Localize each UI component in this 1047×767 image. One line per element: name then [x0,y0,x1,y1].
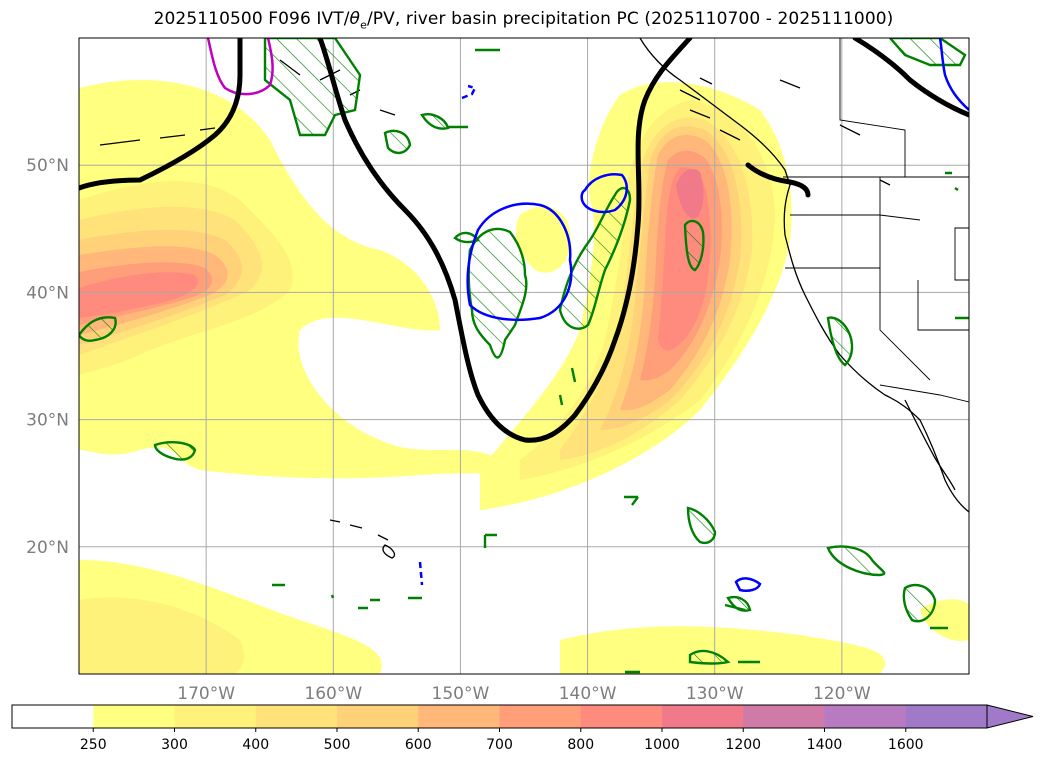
ivt-band-250-f [515,206,571,273]
lat-tick-label: 30°N [26,411,69,431]
pv-contour-west [79,38,243,191]
map-area [79,38,969,674]
map-frame [78,37,970,675]
pv-contour-coast [745,162,811,198]
colorbar-segment [337,705,419,728]
political-borders [783,38,969,403]
colorbar-segment [662,705,744,728]
idaho-border [879,177,921,268]
precip-region-baja [826,316,854,367]
precip-region-ne [888,38,967,67]
us-mexico-border [879,384,969,403]
theta-e-contours [206,38,969,592]
colorbar-extension [986,704,1034,729]
colorbar-tick-label: 800 [567,737,594,753]
graticule [79,38,969,674]
lon-tick-label: 170°W [177,684,235,704]
lat-tick-label: 20°N [26,538,69,558]
precip-hatched-regions [79,38,967,665]
precip-small-specks [272,48,969,674]
colorbar-segment [580,705,663,728]
precip-region-south2 [826,545,886,577]
colorbar-tick-label: 600 [405,737,432,753]
colorbar-tick-label: 1400 [807,737,843,753]
precip-region-east [558,186,632,330]
colorbar-tick-label: 1600 [888,737,924,753]
nv-az-border [917,280,969,331]
colorbar-tick-label: 250 [80,737,107,753]
colorbar: 250 300 400 500 600 700 800 1000 1200 1400 1600 [11,704,1034,753]
longitude-labels: 170°W 160°W 150°W 140°W 130°W 120°W [177,684,871,704]
pv-contour-trough [317,38,693,443]
colorbar-segment [93,705,175,728]
map-title: 2025110500 F096 IVT/θe/PV, river basin p… [153,9,894,32]
theta-e-magenta [206,38,274,96]
mountain-boxes [954,227,969,281]
lon-tick-label: 150°W [432,684,490,704]
colorbar-tick-label: 400 [242,737,269,753]
lat-tick-label: 40°N [26,283,69,303]
precip-region-small3 [726,596,752,612]
lon-tick-label: 120°W [813,684,871,704]
pv-contour-east [852,38,969,118]
lon-tick-label: 140°W [559,684,617,704]
precip-region-gulf [263,38,362,137]
colorbar-segment [174,705,257,728]
pv-contours [79,38,969,443]
ivt-band-800 [79,272,199,318]
ca-nv-border [879,268,931,381]
precip-region-central [467,227,528,359]
colorbar-segment [418,705,500,728]
theta-e-blue-south [734,577,762,592]
colorbar-tick-label: 300 [161,737,188,753]
ivt-band-1000 [676,168,704,219]
colorbar-segment [905,705,988,728]
colorbar-segment [499,705,582,728]
colorbar-tick-label: 1200 [725,737,761,753]
precip-region-coast [683,219,705,272]
north-america-coast [639,38,969,513]
baja-coast [904,399,956,491]
theta-e-blue-north [580,173,628,214]
colorbar-tick-label: 1000 [644,737,680,753]
lon-tick-label: 160°W [304,684,362,704]
precip-region-south1 [686,506,717,545]
colorbar-tick-label: 500 [324,737,351,753]
hawaii [329,519,396,559]
theta-e-blue-dash1 [461,84,477,100]
ne-coast-detail [779,79,891,186]
precip-region-small4 [453,231,480,244]
precip-region-small1 [383,129,412,155]
theta-e-blue-main [466,202,573,321]
colorbar-tick-label: 700 [486,737,513,753]
precip-region-hawaii-n [153,441,197,461]
colorbar-segment [824,705,907,728]
theta-e-blue-ne [938,38,969,111]
lon-tick-label: 130°W [686,684,744,704]
colorbar-segment [743,705,825,728]
latitude-labels: 50°N 40°N 30°N 20°N [26,156,69,558]
theta-e-blue-dash2 [418,561,424,586]
islands-alaska [679,77,741,141]
colorbar-segment [12,705,94,728]
canada-interior [839,38,906,177]
aleutians [99,127,216,146]
precip-region-south3 [902,584,937,623]
precip-region-south4 [688,649,731,665]
ivt-band-300-c [79,597,245,674]
ivt-band-250-d [560,626,886,674]
lat-tick-label: 50°N [26,156,69,176]
colorbar-segment [255,705,338,728]
precip-region-west [79,316,117,342]
